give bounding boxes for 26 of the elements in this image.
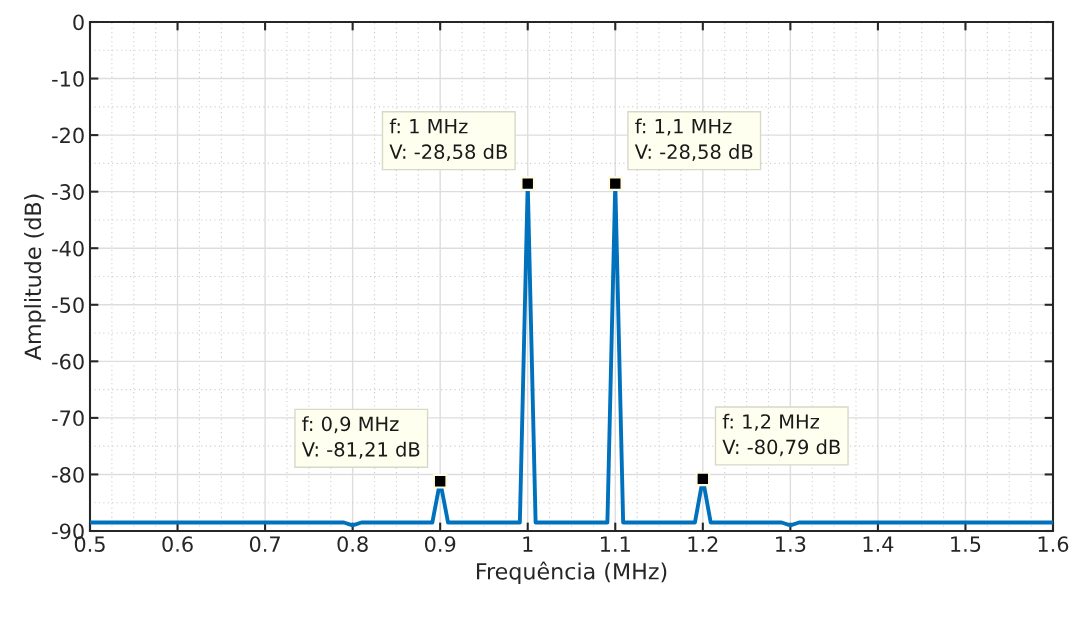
x-axis-title: Frequência (MHz) [476,561,667,584]
x-tick-label: 1.3 [776,536,806,552]
y-tick-label: -40 [52,240,84,257]
x-tick-label: 1.5 [951,536,981,552]
annotation: f: 1,2 MHz V: -80,79 dB [722,413,840,457]
x-tick-label: 1.6 [1038,536,1069,552]
y-tick-label: -10 [52,71,84,87]
y-tick-label: -80 [52,466,84,483]
y-tick-label: -30 [52,184,84,200]
x-tick-label: 1.4 [863,536,894,552]
x-tick-label: 1.1 [601,536,630,552]
annotation: f: 0,9 MHz V: -81,21 dB [301,416,420,459]
x-tick-label: 0.6 [162,536,193,552]
y-axis-title: Amplitude (dB) [24,194,46,361]
y-tick-label: -20 [52,127,84,144]
x-tick-label: 0.8 [337,536,368,552]
annotation: f: 1 MHz V: -28,58 dB [389,118,507,162]
x-tick-label: 1 [523,536,533,552]
y-tick-label: 0 [73,14,84,31]
x-tick-label: 0.9 [424,536,456,552]
y-tick-label: -50 [52,297,84,313]
x-tick-label: 0.7 [249,536,280,552]
y-tick-label: -60 [52,353,84,370]
x-tick-label: 1.2 [688,536,718,552]
annotation: f: 1,1 MHz V: -28,58 dB [634,118,753,162]
y-tick-label: -70 [52,410,84,427]
